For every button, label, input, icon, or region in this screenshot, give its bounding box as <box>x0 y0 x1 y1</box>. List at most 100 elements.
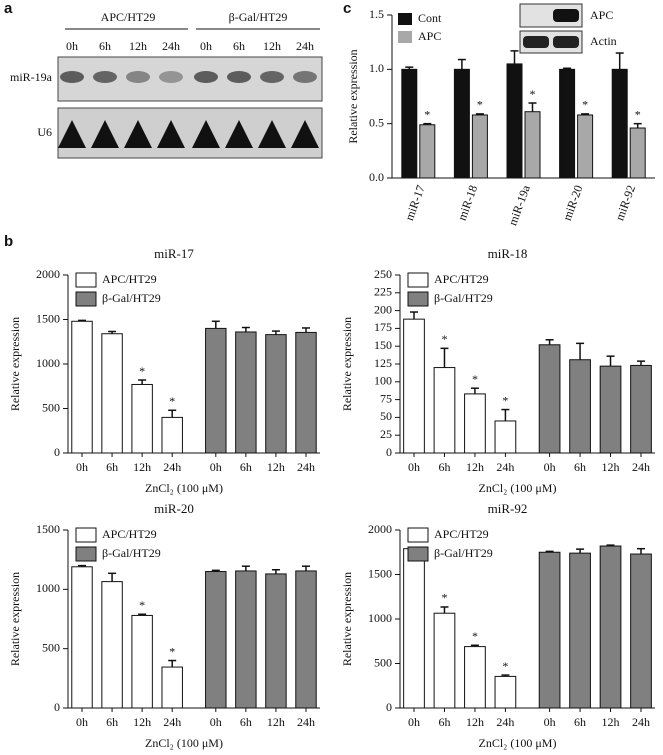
panel-label: c <box>343 0 351 17</box>
band <box>523 36 549 48</box>
x-tick-label: miR-20 <box>560 183 586 222</box>
lane-label: 6h <box>233 39 245 53</box>
x-tick-label: 24h <box>163 715 181 729</box>
significance-marker: * <box>502 393 508 407</box>
band <box>60 71 84 83</box>
bar <box>559 68 576 179</box>
y-tick-label: 0 <box>386 700 392 714</box>
y-tick-label: 0.5 <box>369 115 384 129</box>
band <box>126 71 150 83</box>
bar <box>464 393 486 454</box>
legend-label: APC/HT29 <box>434 527 489 541</box>
bar <box>265 573 287 709</box>
x-tick-label: 24h <box>496 715 514 729</box>
bar <box>577 114 594 179</box>
bar <box>235 331 257 454</box>
x-tick-label: 12h <box>602 715 620 729</box>
x-tick-label: 24h <box>632 715 650 729</box>
y-tick-label: 1500 <box>36 522 60 536</box>
bar <box>506 63 523 179</box>
lane-label: 12h <box>129 39 147 53</box>
legend-label: APC/HT29 <box>102 272 157 286</box>
y-tick-label: 500 <box>42 640 60 654</box>
y-tick-label: 500 <box>374 655 392 669</box>
x-tick-label: 6h <box>240 460 252 474</box>
band <box>227 71 251 83</box>
legend-swatch <box>75 272 97 288</box>
y-tick-label: 175 <box>374 320 392 334</box>
significance-marker: * <box>424 107 430 121</box>
y-tick-label: 1.0 <box>369 61 384 75</box>
panel-label: b <box>4 233 13 250</box>
x-tick-label: 6h <box>438 715 450 729</box>
lane-label: 0h <box>200 39 212 53</box>
bar <box>494 420 517 454</box>
legend-swatch <box>407 291 429 307</box>
legend-swatch <box>398 13 412 25</box>
x-axis-label: ZnCl₂ (100 μM) <box>479 736 557 750</box>
legend-label: Cont <box>418 11 442 25</box>
x-tick-label: 6h <box>106 715 118 729</box>
x-tick-label: miR-17 <box>402 183 428 222</box>
band <box>258 120 286 148</box>
x-tick-label: 0h <box>210 715 222 729</box>
bar <box>161 666 183 709</box>
bar <box>101 333 123 454</box>
x-tick-label: 24h <box>297 460 315 474</box>
bar <box>599 365 622 454</box>
row-label: miR-19a <box>10 70 53 84</box>
significance-marker: * <box>530 87 536 101</box>
significance-marker: * <box>169 394 175 408</box>
bar <box>629 127 646 179</box>
panel-label: a <box>4 0 13 17</box>
band <box>194 71 218 83</box>
y-tick-label: 0 <box>54 700 60 714</box>
x-tick-label: 6h <box>106 460 118 474</box>
bar <box>161 416 183 454</box>
bar <box>295 570 317 709</box>
bar <box>611 68 628 179</box>
band <box>293 71 317 83</box>
significance-marker: * <box>582 98 588 112</box>
y-tick-label: 200 <box>374 302 392 316</box>
y-tick-label: 500 <box>42 400 60 414</box>
bar <box>599 545 622 709</box>
bar <box>71 320 93 454</box>
legend-label: APC <box>418 29 441 43</box>
bar <box>205 327 227 454</box>
y-axis-label: Relative expression <box>8 317 22 411</box>
y-tick-label: 0 <box>386 445 392 459</box>
y-tick-label: 2000 <box>368 522 392 536</box>
legend-label: APC/HT29 <box>102 527 157 541</box>
x-tick-label: 0h <box>210 460 222 474</box>
legend-swatch <box>407 546 429 562</box>
legend-swatch <box>75 291 97 307</box>
y-tick-label: 25 <box>380 427 392 441</box>
y-tick-label: 50 <box>380 409 392 423</box>
significance-marker: * <box>635 107 641 121</box>
x-axis-label: ZnCl₂ (100 μM) <box>145 481 223 495</box>
x-tick-label: 6h <box>240 715 252 729</box>
x-tick-label: 6h <box>438 460 450 474</box>
band <box>91 120 119 148</box>
bar <box>101 581 123 709</box>
significance-marker: * <box>139 364 145 378</box>
bar <box>71 566 93 709</box>
bar <box>538 344 561 454</box>
x-axis-label: ZnCl₂ (100 μM) <box>145 736 223 750</box>
x-tick-label: 12h <box>133 715 151 729</box>
significance-marker: * <box>169 644 175 658</box>
legend-swatch <box>75 527 97 543</box>
bar <box>131 614 153 709</box>
band <box>93 71 117 83</box>
x-tick-label: miR-92 <box>612 183 638 222</box>
chart-title: miR-20 <box>154 501 194 516</box>
y-axis-label: Relative expression <box>346 49 360 143</box>
inset-label: APC <box>590 8 613 22</box>
bar <box>433 367 456 454</box>
band <box>553 36 579 48</box>
bar <box>569 359 591 454</box>
group-label: β-Gal/HT29 <box>229 10 288 24</box>
legend-label: APC/HT29 <box>434 272 489 286</box>
